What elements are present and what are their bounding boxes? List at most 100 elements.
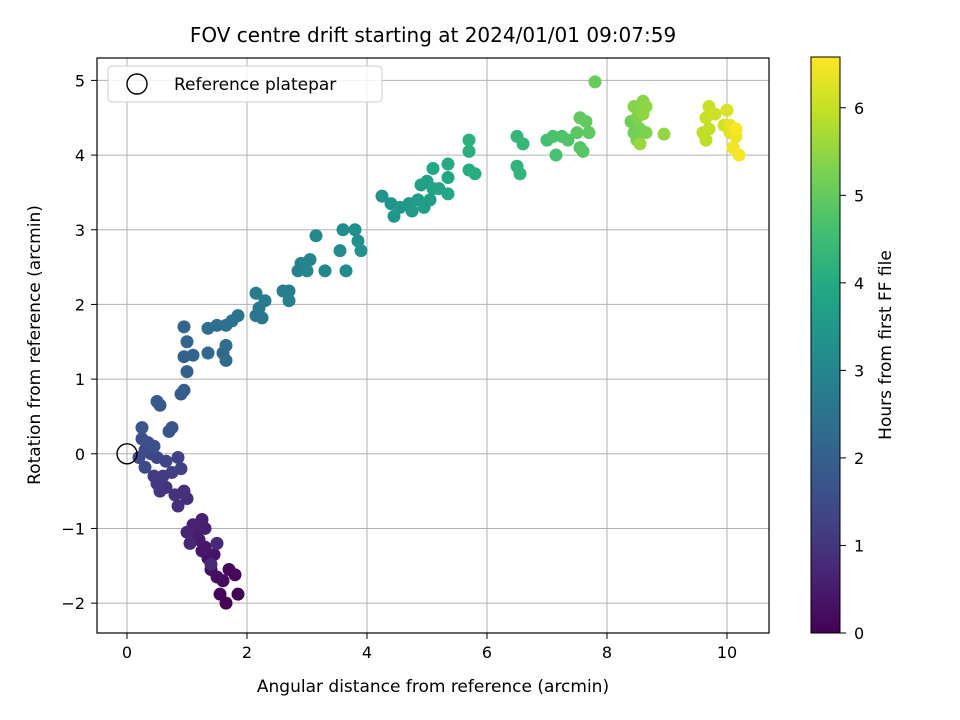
scatter-point <box>195 544 209 558</box>
scatter-point <box>177 320 191 334</box>
x-tick-label: 8 <box>602 643 612 662</box>
scatter-point <box>441 187 455 201</box>
scatter-point <box>180 335 194 349</box>
colorbar-tick-label: 4 <box>854 274 864 293</box>
scatter-point <box>576 144 590 158</box>
plot-frame <box>96 57 770 634</box>
x-axis-ticks: 0 2 4 6 8 10 <box>122 633 737 662</box>
scatter-point <box>135 421 149 435</box>
scatter-point <box>516 137 530 151</box>
x-tick-label: 2 <box>242 643 252 662</box>
scatter-point <box>183 536 197 550</box>
scatter-point <box>513 167 527 181</box>
scatter-point <box>339 264 353 278</box>
colorbar-tick-label: 5 <box>854 186 864 205</box>
scatter-point <box>231 309 245 323</box>
scatter-point <box>231 587 245 601</box>
scatter-point <box>579 114 593 128</box>
scatter-point <box>132 451 146 465</box>
colorbar-label: Hours from first FF file <box>876 250 896 440</box>
scatter-point <box>213 587 227 601</box>
legend-entry-reference: Reference platepar <box>174 75 336 95</box>
y-axis-label: Rotation from reference (arcmin) <box>25 205 45 485</box>
scatter-point <box>405 204 419 218</box>
scatter-point <box>147 469 161 483</box>
scatter-point <box>708 107 722 121</box>
scatter-point <box>729 122 743 136</box>
y-tick-label: −2 <box>61 594 85 613</box>
scatter-point <box>462 144 476 158</box>
scatter-point <box>423 193 437 207</box>
reference-platepar-marker <box>116 443 138 465</box>
scatter-point <box>180 525 194 539</box>
scatter-point <box>168 488 182 502</box>
x-tick-label: 0 <box>122 643 132 662</box>
colorbar-tick-label: 6 <box>854 99 864 118</box>
scatter-points <box>132 75 746 610</box>
scatter-point <box>303 253 317 267</box>
scatter-point <box>462 133 476 147</box>
colorbar-gradient <box>810 56 841 634</box>
scatter-point <box>180 365 194 379</box>
scatter-point <box>441 170 455 184</box>
scatter-point <box>348 223 362 237</box>
scatter-point <box>282 284 296 298</box>
scatter-point <box>570 126 584 140</box>
y-axis-ticks: −2 −1 0 1 2 3 4 5 <box>61 71 97 613</box>
scatter-point <box>171 499 185 513</box>
scatter-point <box>318 264 332 278</box>
reference-marker-group <box>116 443 138 465</box>
scatter-point <box>222 563 236 577</box>
scatter-point <box>171 451 185 465</box>
scatter-point <box>219 339 233 352</box>
y-tick-label: 2 <box>75 295 85 314</box>
scatter-point <box>219 353 233 367</box>
scatter-point <box>561 133 575 147</box>
scatter-point <box>309 229 323 243</box>
scatter-point <box>426 162 440 176</box>
scatter-point <box>138 460 152 474</box>
x-tick-label: 4 <box>362 643 372 662</box>
scatter-point <box>702 122 716 136</box>
scatter-point <box>300 264 314 278</box>
y-tick-label: 5 <box>75 71 85 90</box>
scatter-point <box>249 286 263 300</box>
scatter-point <box>636 107 650 121</box>
colorbar-tick-label: 2 <box>854 449 864 468</box>
scatter-point <box>549 148 563 162</box>
scatter-point <box>375 189 389 203</box>
colorbar-ticks: 0 1 2 3 4 5 6 <box>840 99 864 643</box>
colorbar-tick-label: 3 <box>854 361 864 380</box>
y-tick-label: −1 <box>61 519 85 538</box>
colorbar-tick-label: 0 <box>854 624 864 643</box>
scatter-point <box>657 127 671 141</box>
scatter-point <box>174 462 188 476</box>
scatter-point <box>441 157 455 171</box>
scatter-point <box>177 383 191 397</box>
scatter-point <box>336 223 350 237</box>
scatter-point <box>546 129 560 143</box>
scatter-point <box>210 536 224 550</box>
scatter-point <box>210 318 224 332</box>
scatter-point <box>204 557 218 571</box>
scatter-point <box>165 421 179 435</box>
grid-lines <box>97 58 769 633</box>
scatter-point <box>147 439 161 453</box>
y-tick-label: 3 <box>75 221 85 240</box>
plot-area: 0 2 4 6 8 10 −2 −1 0 1 2 3 4 5 <box>61 57 770 662</box>
scatter-point <box>699 133 713 147</box>
scatter-point <box>282 294 296 308</box>
legend: Reference platepar <box>107 65 383 103</box>
y-tick-label: 4 <box>75 146 85 165</box>
scatter-point <box>150 395 164 409</box>
y-tick-label: 1 <box>75 370 85 389</box>
scatter-point <box>720 103 734 117</box>
chart-title: FOV centre drift starting at 2024/01/01 … <box>190 23 676 47</box>
scatter-point <box>732 148 746 162</box>
scatter-point <box>639 126 653 140</box>
scatter-point <box>468 167 482 181</box>
scatter-point <box>201 346 215 360</box>
x-tick-label: 6 <box>482 643 492 662</box>
scatter-point <box>354 244 368 258</box>
